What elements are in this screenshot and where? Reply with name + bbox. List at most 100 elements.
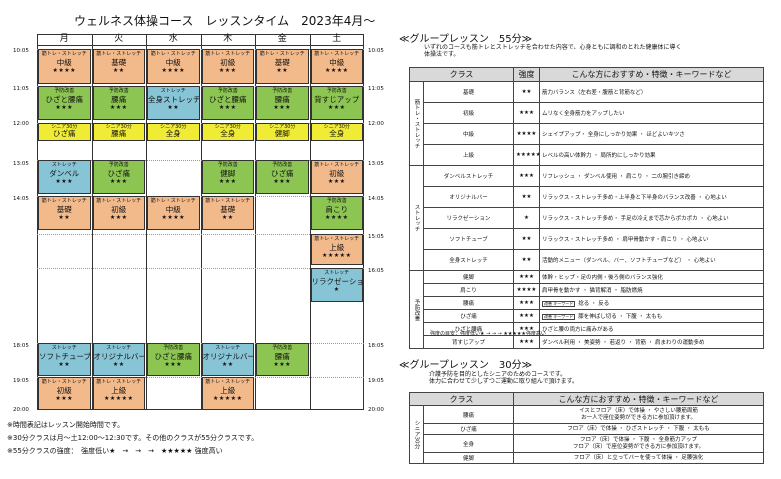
lesson-intensity-stars: ★★★★ xyxy=(324,214,349,221)
lesson-intensity-stars: ★★★ xyxy=(218,104,237,111)
lesson-name: オリジナルバー xyxy=(202,352,254,361)
lesson-cell[interactable]: 筋トレ・ストレッチ 中級 ★★★★ xyxy=(310,49,363,84)
class-description: フロア（床）と立ってバーを使って体操 ・ 足腰強化 xyxy=(513,452,764,464)
lesson-intensity-stars: ★★★★★ xyxy=(104,395,134,402)
lesson-cell[interactable]: 筋トレ・ストレッチ 基礎 ★★ xyxy=(256,49,309,84)
lesson-intensity-stars: ★★★ xyxy=(164,361,183,368)
time-label-right: 19:05 xyxy=(368,378,384,384)
class-description: イスとフロア（床）で体操 ・ やさしい腰筋周筋 お一人で座位姿勢ができる方に参加頂… xyxy=(513,405,764,424)
lesson-cell[interactable]: シニア30分 全身 xyxy=(147,123,200,141)
lesson-category: 予防改善 xyxy=(272,88,293,94)
lesson-intensity-stars: ★★★ xyxy=(55,104,74,111)
lesson-cell[interactable]: 予防改善 腰痛 ★★★ xyxy=(256,343,309,376)
lesson-cell[interactable]: 予防改善 背すじアップ ★★★ xyxy=(310,86,363,120)
class-intensity: ★★★ xyxy=(513,335,540,349)
lesson-cell[interactable]: 筋トレ・ストレッチ 初級 ★★★ xyxy=(92,196,145,230)
lesson-cell[interactable]: 筋トレ・ストレッチ 中級 ★★★★ xyxy=(147,49,200,84)
lesson-cell[interactable]: 筋トレ・ストレッチ 中級 ★★★★ xyxy=(147,196,200,230)
class-description: フロア（床）で体操 ・ ひざストレッチ ・ 下腹 ・ 太もも xyxy=(513,423,764,435)
lesson-category: 予防改善 xyxy=(108,162,129,168)
time-label-right: 16:05 xyxy=(368,268,384,274)
class-intensity: ★★★ xyxy=(513,270,540,284)
lesson-category: 筋トレ・ストレッチ xyxy=(205,379,251,385)
lesson-name: 基礎 xyxy=(220,205,236,214)
lesson-cell[interactable]: 予防改善 ひざと腰痛 ★★★ xyxy=(201,86,254,120)
lesson-intensity-stars: ★★★ xyxy=(55,178,74,185)
lesson-cell[interactable]: 予防改善 健脚 ★★★ xyxy=(201,160,254,194)
time-label-left: 18:05 xyxy=(13,343,29,349)
class-name: 腰痛 xyxy=(423,405,514,424)
lesson-cell[interactable]: 予防改善 ひざ痛 ★★★ xyxy=(92,160,145,194)
lesson-cell[interactable]: 予防改善 腰痛 ★★★ xyxy=(92,86,145,120)
lesson-cell[interactable]: ストレッチ ダンベル ★★★ xyxy=(38,160,91,194)
class-description-text: 体幹・ヒップ・足の内側・後ろ側のバランス強化 xyxy=(542,275,663,281)
lesson-intensity-stars: ★★ xyxy=(221,361,234,368)
header-class: クラス xyxy=(409,67,514,82)
time-label-left: 13:05 xyxy=(13,161,29,167)
lesson-cell[interactable]: ストレッチ 全身ストレッチ ★★ xyxy=(147,86,200,120)
class-intensity: ★★★★ xyxy=(513,123,540,145)
time-label-right: 14:05 xyxy=(368,196,384,202)
lesson-cell[interactable]: ストレッチ ソフトチューブ ★★ xyxy=(38,343,91,376)
lesson-intensity-stars: ★★ xyxy=(167,104,180,111)
lesson-name: 全身ストレッチ xyxy=(148,95,200,104)
day-separator xyxy=(309,34,311,410)
lesson-cell[interactable]: ストレッチ オリジナルバー ★★ xyxy=(92,343,145,376)
lesson-name: 腰痛 xyxy=(111,95,127,104)
lesson-cell[interactable]: シニア30分 全身 xyxy=(310,123,363,141)
class-description: ダンベル利用 ・ 美姿勢 ・ 若返り ・ 背筋 ・ 肩まわりの運動多め xyxy=(539,335,764,349)
lesson-cell[interactable]: 筋トレ・ストレッチ 上級 ★★★★★ xyxy=(92,377,145,410)
lesson-name: 全身 xyxy=(165,129,181,138)
time-label-right: 10:05 xyxy=(368,48,384,54)
lesson-cell[interactable]: シニア30分 健脚 xyxy=(256,123,309,141)
lesson-cell[interactable]: 筋トレ・ストレッチ 上級 ★★★★★ xyxy=(201,377,254,410)
lesson-intensity-stars: ★★★ xyxy=(109,214,128,221)
day-separator xyxy=(255,34,256,410)
class-intensity: ★★★ xyxy=(513,296,540,310)
class-description-text: 筋力バランス（左右差・腹筋と背筋など） xyxy=(542,90,647,96)
lesson-cell[interactable]: 筋トレ・ストレッチ 中級 ★★★★ xyxy=(38,49,91,84)
lesson-cell[interactable]: 予防改善 肩こり ★★★★ xyxy=(310,196,363,230)
time-label-left: 20:00 xyxy=(13,407,29,413)
lesson-name: 腰痛 xyxy=(111,129,127,138)
lesson-cell[interactable]: ストレッチ オリジナルバー ★★ xyxy=(201,343,254,376)
lesson-name: 肩こり xyxy=(325,205,349,214)
lesson-cell[interactable]: シニア30分 腰痛 xyxy=(92,123,145,141)
header-description: こんな方におすすめ・特徴・キーワードなど xyxy=(513,392,764,406)
lesson-category: 筋トレ・ストレッチ xyxy=(41,379,87,385)
lesson-cell[interactable]: 筋トレ・ストレッチ 上級 ★★★★★ xyxy=(310,234,363,265)
day-header: 金 xyxy=(255,34,310,46)
class-description-text: リラックス・ストレッチ多め ・ 肩甲骨動かす・肩こり ・ 心地よい xyxy=(542,237,709,243)
lesson-cell[interactable]: 筋トレ・ストレッチ 基礎 ★★ xyxy=(38,196,91,230)
table-row: シニア30分 腰痛 イスとフロア（床）で体操 ・ やさしい腰筋周筋 お一人で座位姿勢が… xyxy=(409,405,764,464)
lesson-cell[interactable]: 予防改善 ひざと腰痛 ★★★ xyxy=(38,86,91,120)
lesson-cell[interactable]: 予防改善 ひざと腰痛 ★★★ xyxy=(147,343,200,376)
group-label: 予防改善 xyxy=(409,270,424,349)
lesson-cell[interactable]: 筋トレ・ストレッチ 基礎 ★★ xyxy=(201,196,254,230)
lesson-cell[interactable]: 予防改善 ひざ痛 ★★★ xyxy=(256,160,309,194)
class-description: フロア（床）で体操 ・ 下腹 ・ 全身筋力アップ フロア（床）で座位姿勢ができる方… xyxy=(513,434,764,453)
lesson-category: 予防改善 xyxy=(326,88,347,94)
lesson-category: 筋トレ・ストレッチ xyxy=(96,198,142,204)
lesson-intensity-stars: ★★★ xyxy=(327,178,346,185)
lesson-cell[interactable]: 予防改善 腰痛 ★★★ xyxy=(256,86,309,120)
lesson-cell[interactable]: ストレッチリラクゼーション★ xyxy=(310,268,363,302)
lesson-intensity-stars: ★★★ xyxy=(218,178,237,185)
lesson-category: シニア30分 xyxy=(214,124,241,130)
lesson-cell[interactable]: 筋トレ・ストレッチ 初級 ★★★ xyxy=(38,377,91,410)
lesson-cell[interactable]: 筋トレ・ストレッチ 初級 ★★★ xyxy=(201,49,254,84)
lesson-cell[interactable]: シニア30分 ひざ痛 xyxy=(38,123,91,141)
lesson-name: ひざ痛 xyxy=(53,129,76,138)
lesson-cell[interactable]: 筋トレ・ストレッチ 基礎 ★★ xyxy=(92,49,145,84)
lesson-category: 筋トレ・ストレッチ xyxy=(96,51,142,57)
lesson-cell[interactable]: 筋トレ・ストレッチ 初級 ★★★ xyxy=(310,160,363,194)
lesson-cell[interactable]: シニア30分 全身 xyxy=(201,123,254,141)
lesson-intensity-stars: ★★ xyxy=(276,67,289,74)
lesson-name: 全身 xyxy=(329,129,345,138)
lesson-category: ストレッチ xyxy=(160,88,186,94)
lesson-name: オリジナルバー xyxy=(93,352,145,361)
keyword-badge: 改善 キーワード xyxy=(542,300,576,307)
time-label-right: 12:00 xyxy=(368,121,384,127)
day-header: 月 xyxy=(37,34,92,46)
table-row: リラクゼーション ★ リラックス・ストレッチ多め・ 手足の冷えまで芯からポカポカ ・… xyxy=(410,207,764,229)
